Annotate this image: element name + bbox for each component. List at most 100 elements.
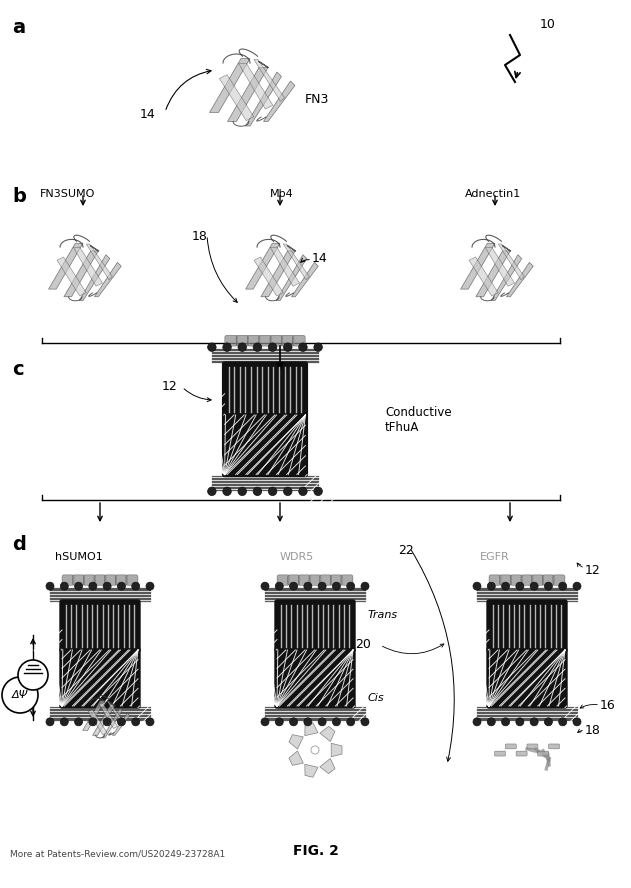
Polygon shape — [485, 247, 514, 286]
Text: EGFR: EGFR — [480, 552, 510, 562]
Polygon shape — [102, 708, 122, 738]
Circle shape — [89, 583, 97, 591]
Circle shape — [275, 583, 283, 591]
Circle shape — [268, 343, 277, 352]
Circle shape — [558, 583, 567, 591]
Text: FIG. 2: FIG. 2 — [293, 844, 338, 858]
Polygon shape — [498, 244, 524, 280]
Text: ΔΨ: ΔΨ — [12, 690, 28, 700]
Text: More at Patents-Review.com/US20249-23728A1: More at Patents-Review.com/US20249-23728… — [10, 849, 225, 858]
Polygon shape — [305, 765, 318, 777]
FancyBboxPatch shape — [510, 575, 522, 585]
FancyBboxPatch shape — [487, 600, 567, 652]
Circle shape — [238, 343, 247, 352]
Circle shape — [117, 718, 126, 725]
FancyBboxPatch shape — [288, 575, 300, 585]
Polygon shape — [95, 262, 121, 297]
Circle shape — [261, 583, 269, 591]
Circle shape — [502, 583, 510, 591]
FancyBboxPatch shape — [516, 751, 527, 756]
Polygon shape — [276, 255, 307, 301]
Text: WDR5: WDR5 — [280, 552, 314, 562]
Text: 12: 12 — [162, 380, 178, 393]
Text: ΔΨ: ΔΨ — [10, 688, 30, 702]
Circle shape — [333, 718, 341, 725]
Circle shape — [314, 488, 322, 496]
Circle shape — [298, 488, 307, 496]
Polygon shape — [289, 734, 304, 749]
Polygon shape — [320, 758, 335, 773]
FancyBboxPatch shape — [83, 575, 95, 585]
Text: 18: 18 — [585, 724, 601, 736]
Circle shape — [18, 660, 48, 690]
Circle shape — [573, 718, 581, 725]
Circle shape — [487, 583, 495, 591]
FancyBboxPatch shape — [281, 336, 294, 346]
Circle shape — [298, 343, 307, 352]
Polygon shape — [476, 251, 510, 297]
Polygon shape — [112, 713, 130, 735]
FancyBboxPatch shape — [115, 575, 127, 585]
Circle shape — [318, 718, 326, 725]
Text: Cis: Cis — [368, 693, 385, 703]
Circle shape — [61, 583, 68, 591]
Polygon shape — [107, 702, 124, 725]
Polygon shape — [220, 75, 254, 121]
Polygon shape — [331, 743, 342, 757]
Polygon shape — [228, 67, 268, 122]
Circle shape — [573, 583, 581, 591]
FancyBboxPatch shape — [542, 575, 554, 585]
Polygon shape — [49, 243, 83, 289]
Circle shape — [146, 718, 154, 725]
Polygon shape — [283, 244, 309, 280]
Circle shape — [2, 677, 38, 713]
FancyBboxPatch shape — [275, 648, 355, 708]
Text: 14: 14 — [312, 251, 327, 265]
Polygon shape — [469, 257, 498, 296]
Circle shape — [333, 583, 341, 591]
Text: FN3: FN3 — [305, 93, 329, 107]
Polygon shape — [79, 255, 110, 301]
FancyBboxPatch shape — [330, 575, 342, 585]
Circle shape — [304, 583, 312, 591]
Text: a: a — [12, 18, 25, 37]
Circle shape — [253, 343, 262, 352]
Polygon shape — [86, 244, 112, 280]
Polygon shape — [245, 72, 281, 126]
Circle shape — [558, 718, 567, 725]
Text: 12: 12 — [585, 564, 601, 576]
Polygon shape — [507, 262, 533, 297]
Text: b: b — [12, 187, 26, 206]
Circle shape — [275, 718, 283, 725]
Circle shape — [103, 583, 111, 591]
FancyBboxPatch shape — [309, 575, 321, 585]
Circle shape — [223, 343, 232, 352]
Circle shape — [46, 583, 54, 591]
Circle shape — [117, 583, 126, 591]
Text: Adnectin1: Adnectin1 — [465, 189, 521, 199]
FancyBboxPatch shape — [126, 575, 138, 585]
Circle shape — [502, 718, 510, 725]
Circle shape — [361, 583, 369, 591]
Circle shape — [304, 718, 312, 725]
FancyBboxPatch shape — [521, 575, 533, 585]
FancyBboxPatch shape — [495, 751, 505, 756]
Circle shape — [530, 718, 538, 725]
Polygon shape — [461, 243, 495, 289]
Circle shape — [146, 583, 154, 591]
Polygon shape — [245, 243, 280, 289]
FancyBboxPatch shape — [277, 575, 289, 585]
FancyBboxPatch shape — [538, 751, 549, 756]
Polygon shape — [292, 262, 318, 297]
Polygon shape — [73, 247, 102, 286]
Polygon shape — [64, 251, 98, 297]
FancyBboxPatch shape — [275, 600, 355, 652]
Circle shape — [361, 718, 369, 725]
Circle shape — [283, 488, 292, 496]
Text: 20: 20 — [355, 638, 371, 652]
FancyBboxPatch shape — [225, 336, 237, 346]
FancyBboxPatch shape — [293, 336, 305, 346]
Circle shape — [268, 488, 277, 496]
Text: d: d — [12, 535, 26, 554]
Polygon shape — [98, 703, 117, 728]
